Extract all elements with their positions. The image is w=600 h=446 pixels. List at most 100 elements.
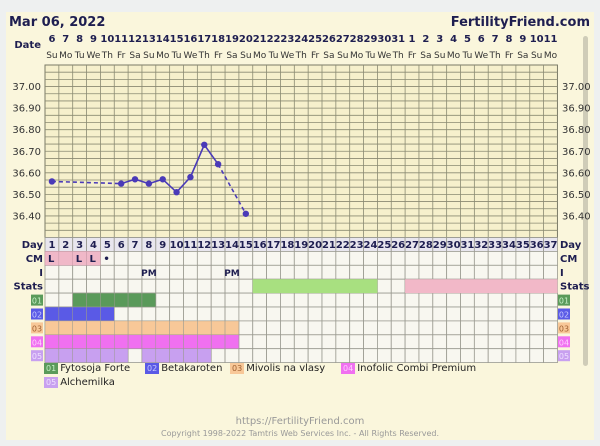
cell <box>335 306 351 322</box>
date-label: 6 <box>478 34 485 45</box>
cell <box>349 334 364 350</box>
footer-copyright: Copyright 1998-2022 Tamtris Web Services… <box>160 429 440 438</box>
cell <box>487 334 503 350</box>
cell <box>418 320 434 336</box>
supplement-code-left: 05 <box>32 352 42 361</box>
day-number: 29 <box>433 240 447 251</box>
temp-tick-right: 36.70 <box>562 147 591 158</box>
cell <box>335 320 351 336</box>
cm-value: L <box>48 254 55 265</box>
cell <box>155 278 171 294</box>
cell <box>196 292 212 308</box>
cell <box>321 250 337 266</box>
supplement-code-right-swatch <box>558 336 570 348</box>
cell <box>293 292 309 308</box>
supplement-04-cell <box>100 334 115 349</box>
supplement-04-cell <box>183 334 198 349</box>
day-number: 21 <box>322 240 336 251</box>
weekday-label: Th <box>198 51 210 61</box>
supplement-code-right: 04 <box>559 338 569 347</box>
cell <box>473 292 489 308</box>
temperature-point <box>145 180 153 187</box>
supplement-03-cell <box>86 320 101 336</box>
supplement-03-cell <box>169 320 184 336</box>
temp-tick-left: 36.90 <box>12 104 41 115</box>
cell <box>501 348 517 364</box>
cell <box>529 264 545 280</box>
day-number: 18 <box>280 240 294 251</box>
footer-url[interactable]: https://FertilityFriend.com <box>235 416 365 427</box>
cell <box>113 264 129 280</box>
cell <box>72 264 87 280</box>
cell <box>335 264 351 280</box>
supplement-03-cell <box>100 320 115 336</box>
cell <box>376 292 392 308</box>
date-label: 23 <box>280 34 294 45</box>
cell <box>390 264 406 280</box>
cell <box>169 292 184 308</box>
temp-tick-right: 36.40 <box>562 211 591 222</box>
cell <box>335 292 351 308</box>
cell <box>363 306 378 322</box>
day-number: 22 <box>336 240 350 251</box>
cell <box>293 264 309 280</box>
legend-label: Betakaroten <box>161 363 223 374</box>
cell <box>404 250 420 266</box>
cell <box>280 292 295 308</box>
date-label: 19 <box>225 34 239 45</box>
supplement-04-cell <box>141 334 157 349</box>
date-label: 25 <box>308 34 322 45</box>
supplement-04-cell <box>155 334 170 349</box>
scrollbar[interactable] <box>583 36 588 366</box>
cell <box>183 306 198 322</box>
date-label: 30 <box>377 34 391 45</box>
cell <box>404 306 420 322</box>
weekday-label: Th <box>295 51 307 61</box>
cell <box>543 320 558 336</box>
cell <box>307 320 323 336</box>
cell <box>127 306 143 322</box>
cell <box>363 292 378 308</box>
day-number: 28 <box>419 240 433 251</box>
cell <box>307 348 323 364</box>
row-label-stats: Stats <box>14 282 44 293</box>
chart-date: Mar 06, 2022 <box>9 15 106 30</box>
supplement-01-cell <box>114 292 129 308</box>
cell <box>238 292 254 308</box>
day-number: 31 <box>460 240 474 251</box>
date-label: 17 <box>197 34 211 45</box>
cell <box>252 348 268 364</box>
day-number: 19 <box>294 240 308 251</box>
cell <box>418 334 434 350</box>
cell <box>252 334 268 350</box>
day-number: 1 <box>48 240 55 251</box>
cell <box>529 348 545 364</box>
cell <box>529 320 545 336</box>
supplement-02-cell <box>58 306 73 322</box>
cell <box>418 306 434 322</box>
supplement-code-right: 01 <box>559 297 569 306</box>
date-label: 28 <box>350 34 364 45</box>
weekday-label: Th <box>392 51 404 61</box>
weekday-label: We <box>474 51 488 61</box>
brand-link[interactable]: FertilityFriend.com <box>450 15 590 30</box>
cell <box>252 250 268 266</box>
cell <box>390 292 406 308</box>
temperature-point <box>187 173 194 181</box>
supplement-05-cell <box>44 348 60 363</box>
supplement-04-cell <box>210 334 226 349</box>
cell <box>238 264 254 280</box>
cell <box>127 250 143 266</box>
supplement-code-left-swatch <box>31 308 43 320</box>
temperature-point <box>242 210 250 217</box>
cell <box>515 306 531 322</box>
supplement-code-right-swatch <box>558 322 570 334</box>
row-label-right-day: Day <box>560 240 582 251</box>
legend-swatch: 04 <box>341 363 356 374</box>
temperature-point <box>201 141 208 148</box>
supplement-03-cell <box>141 320 157 336</box>
temperature-point <box>214 160 222 168</box>
cell <box>321 264 337 280</box>
cell <box>363 320 378 336</box>
cell <box>404 264 420 280</box>
